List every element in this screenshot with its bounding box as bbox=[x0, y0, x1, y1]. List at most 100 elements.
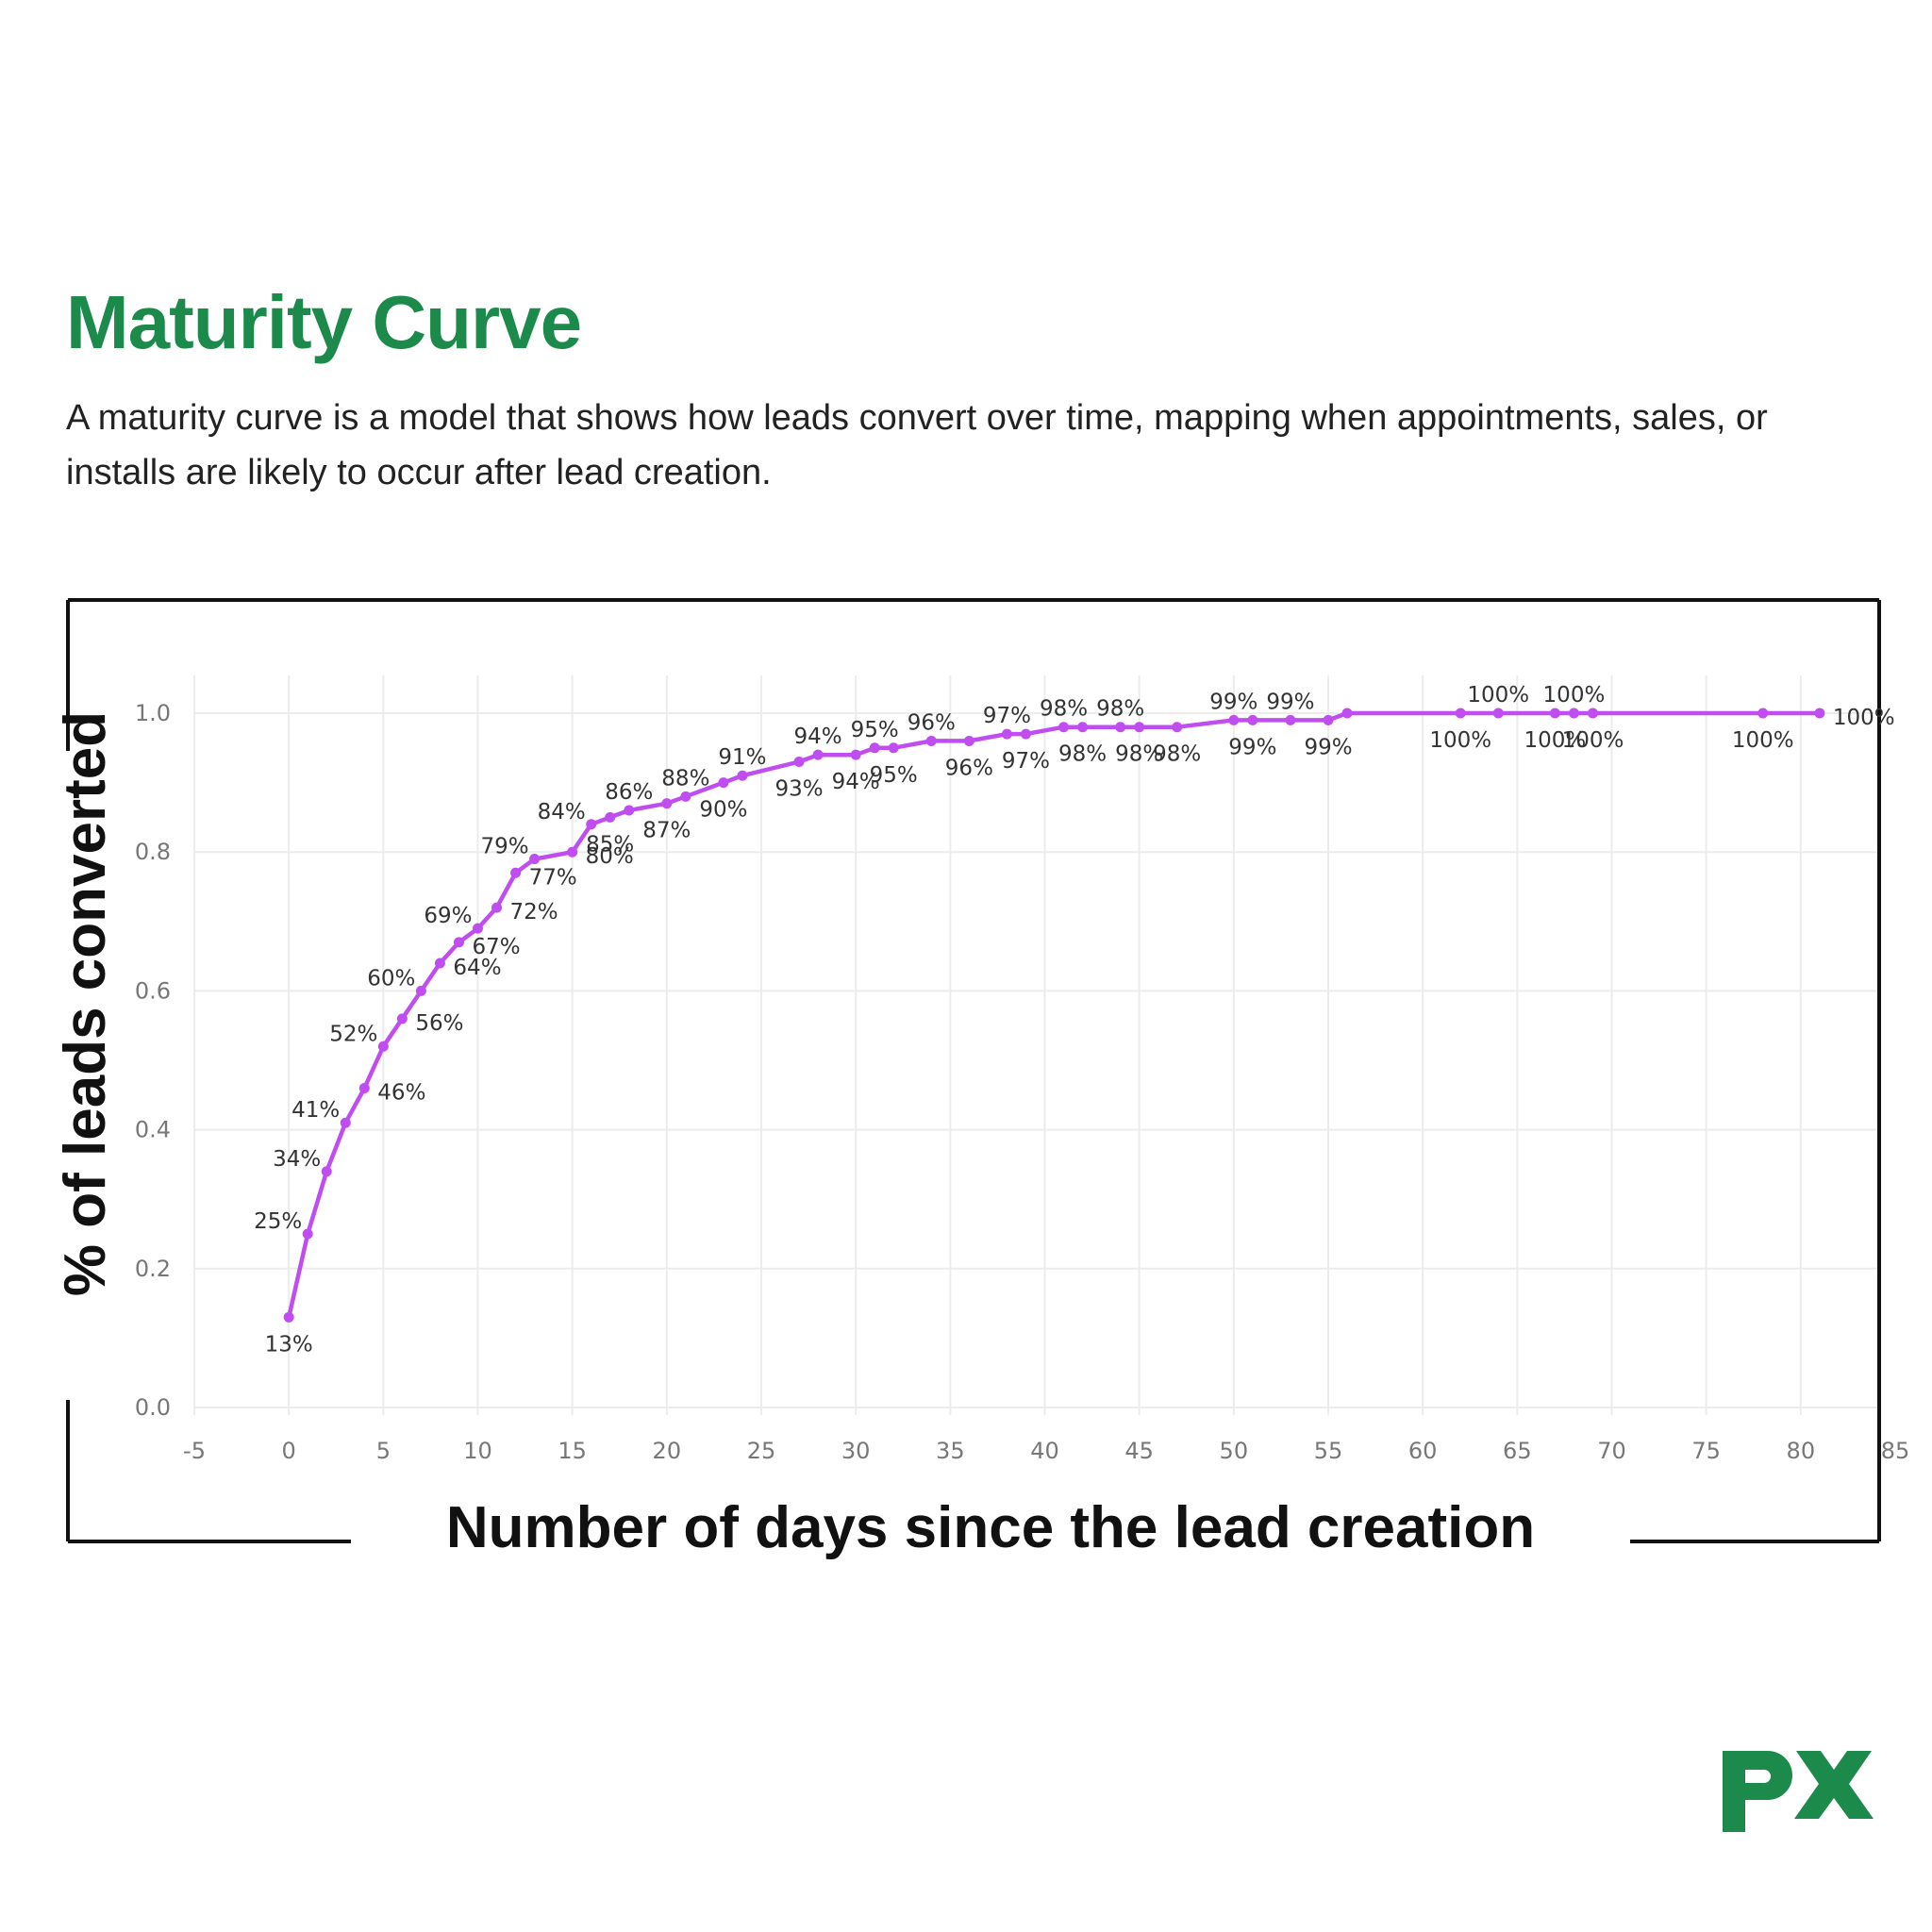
data-label: 52% bbox=[329, 1022, 377, 1046]
data-point bbox=[396, 1013, 408, 1024]
data-label: 99% bbox=[1266, 690, 1314, 714]
x-tick-label: 65 bbox=[1503, 1438, 1532, 1464]
px-logo-icon bbox=[1723, 1751, 1874, 1832]
data-point bbox=[1077, 722, 1089, 733]
data-point bbox=[793, 757, 805, 768]
x-tick-label: 10 bbox=[463, 1438, 492, 1464]
data-label: 99% bbox=[1228, 735, 1276, 759]
data-point bbox=[963, 735, 974, 746]
x-tick-label: 20 bbox=[653, 1438, 682, 1464]
page-subtitle: A maturity curve is a model that shows h… bbox=[66, 398, 1768, 492]
x-tick-label: 0 bbox=[282, 1438, 296, 1464]
series-line bbox=[286, 710, 1823, 1320]
x-tick-label: 25 bbox=[747, 1438, 776, 1464]
data-label: 72% bbox=[510, 900, 558, 924]
data-point bbox=[605, 811, 616, 823]
data-point bbox=[1115, 722, 1126, 733]
x-tick-label: 35 bbox=[936, 1438, 965, 1464]
x-tick-labels: -5 0 5 10 15 20 25 30 35 40 45 50 55 60 65 70 75 80 85 bbox=[183, 1438, 1909, 1464]
x-tick-label: 50 bbox=[1220, 1438, 1249, 1464]
data-label: 67% bbox=[472, 935, 520, 959]
data-label: 88% bbox=[661, 766, 709, 791]
data-point bbox=[415, 985, 426, 996]
data-label: 95% bbox=[870, 763, 918, 788]
x-tick-label: 30 bbox=[841, 1438, 871, 1464]
data-label: 98% bbox=[1040, 697, 1088, 722]
data-label: 69% bbox=[424, 904, 472, 928]
x-tick-label: 40 bbox=[1030, 1438, 1059, 1464]
data-point bbox=[377, 1041, 389, 1052]
data-point bbox=[510, 867, 522, 878]
data-label: 80% bbox=[586, 844, 634, 869]
data-label: 13% bbox=[265, 1332, 313, 1357]
data-point bbox=[737, 770, 748, 781]
data-label: 99% bbox=[1304, 735, 1352, 759]
data-point bbox=[358, 1082, 370, 1093]
data-label: 79% bbox=[480, 835, 528, 859]
data-point bbox=[888, 742, 899, 754]
y-axis-label: % of leads converted bbox=[53, 711, 118, 1296]
data-label: 87% bbox=[642, 819, 691, 843]
y-tick-label: 0.2 bbox=[135, 1256, 171, 1282]
data-point bbox=[1814, 708, 1825, 719]
data-label: 100% bbox=[1732, 728, 1794, 753]
data-label: 97% bbox=[983, 704, 1031, 728]
data-point bbox=[1757, 708, 1769, 719]
x-tick-label: -5 bbox=[183, 1438, 206, 1464]
x-tick-label: 55 bbox=[1314, 1438, 1343, 1464]
x-axis-label: Number of days since the lead creation bbox=[446, 1495, 1535, 1560]
data-point bbox=[661, 798, 673, 809]
data-point bbox=[1455, 708, 1466, 719]
data-label: 85% bbox=[586, 832, 634, 857]
data-label: 64% bbox=[453, 956, 501, 980]
data-label: 100% bbox=[1562, 728, 1624, 753]
x-tick-label: 45 bbox=[1124, 1438, 1154, 1464]
y-tick-label: 0.8 bbox=[135, 839, 171, 865]
y-tick-labels: 0.0 0.2 0.4 0.6 0.8 1.0 bbox=[135, 700, 171, 1421]
data-point bbox=[473, 923, 483, 934]
data-label: 94% bbox=[832, 770, 880, 794]
y-tick-label: 0.6 bbox=[135, 977, 171, 1004]
data-point bbox=[718, 777, 729, 789]
data-point bbox=[680, 791, 691, 802]
data-point bbox=[586, 819, 597, 830]
data-label: 98% bbox=[1153, 742, 1201, 767]
x-tick-label: 80 bbox=[1787, 1438, 1816, 1464]
data-point bbox=[1058, 722, 1070, 733]
x-tick-label: 60 bbox=[1408, 1438, 1438, 1464]
data-label: 77% bbox=[529, 865, 577, 890]
x-tick-label: 70 bbox=[1597, 1438, 1626, 1464]
data-point bbox=[869, 742, 880, 754]
x-tick-label: 5 bbox=[376, 1438, 391, 1464]
data-label: 60% bbox=[367, 966, 415, 991]
data-label: 94% bbox=[794, 724, 842, 749]
data-label: 96% bbox=[945, 756, 993, 780]
y-tick-label: 0.0 bbox=[135, 1394, 171, 1421]
data-label: 98% bbox=[1096, 697, 1144, 722]
data-point bbox=[1285, 714, 1296, 725]
data-label: 96% bbox=[908, 710, 956, 735]
data-point bbox=[321, 1166, 332, 1177]
data-label: 90% bbox=[699, 798, 747, 823]
data-label: 97% bbox=[1002, 749, 1050, 774]
x-tick-label: 85 bbox=[1881, 1438, 1910, 1464]
data-point bbox=[340, 1117, 351, 1128]
page-title: Maturity Curve bbox=[66, 280, 582, 364]
data-label: 84% bbox=[538, 800, 586, 824]
data-label: 86% bbox=[605, 780, 653, 805]
data-label: 93% bbox=[775, 777, 824, 802]
data-point bbox=[1134, 722, 1145, 733]
y-tick-label: 0.4 bbox=[135, 1117, 171, 1143]
chart-frame bbox=[66, 598, 1881, 1543]
data-label: 100% bbox=[1833, 706, 1895, 730]
data-point bbox=[624, 805, 635, 816]
data-label: 25% bbox=[254, 1209, 302, 1234]
data-label: 95% bbox=[851, 718, 899, 742]
y-tick-label: 1.0 bbox=[135, 700, 171, 726]
data-point bbox=[1172, 722, 1183, 733]
x-tick-label: 15 bbox=[558, 1438, 587, 1464]
grid bbox=[193, 675, 1877, 1415]
data-label: 56% bbox=[415, 1011, 463, 1036]
